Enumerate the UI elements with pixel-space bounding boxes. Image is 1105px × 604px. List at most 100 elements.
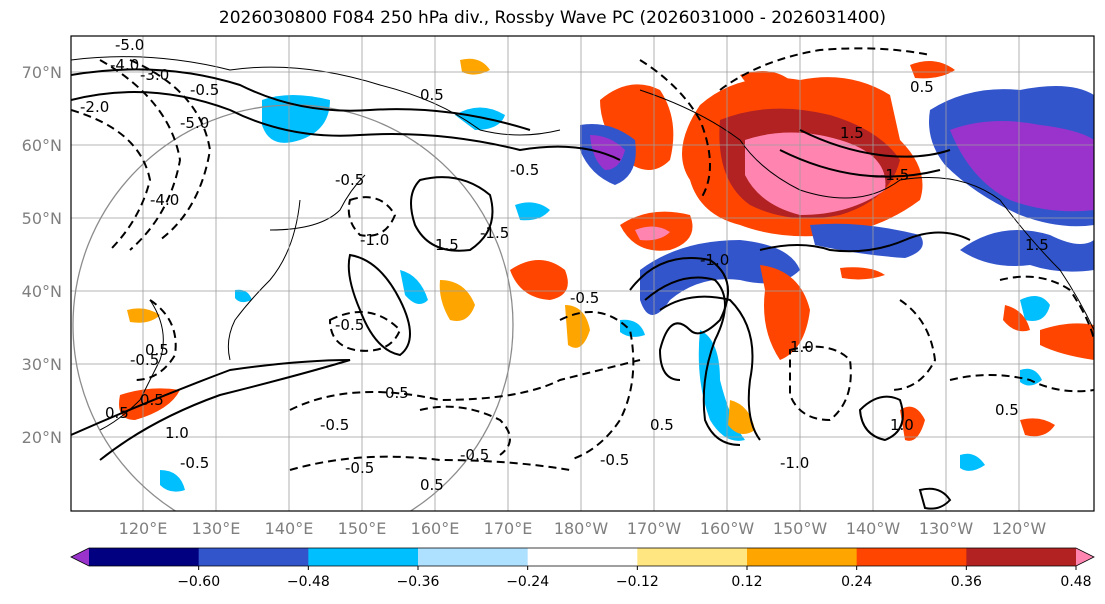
- contour-negative: [789, 345, 852, 422]
- contour-label: -0.5: [600, 451, 629, 469]
- coastline-kurils: [269, 174, 366, 231]
- colorbar-tick-label: 0.24: [841, 574, 872, 590]
- colorbar-ticks: [198, 566, 1077, 570]
- shade-negative: [810, 223, 923, 258]
- contour-label: -0.5: [320, 416, 349, 434]
- contour-negative: [889, 299, 937, 391]
- shade-positive: [565, 305, 590, 348]
- shade-negative: [262, 95, 330, 143]
- shade-positive: [439, 280, 475, 321]
- shade-negative: [1020, 368, 1042, 386]
- contour-label: -0.5: [460, 446, 489, 464]
- contour-positive: [629, 257, 729, 381]
- colorbar-segment: [637, 548, 748, 566]
- colorbar-segment: [198, 548, 309, 566]
- contour-label: 0.5: [145, 341, 169, 359]
- shade-negative: [620, 319, 645, 337]
- contour-label: -0.5: [180, 454, 209, 472]
- contour-negative: [134, 299, 177, 381]
- shade-negative: [960, 230, 1094, 272]
- contour-label: 0.5: [995, 401, 1019, 419]
- shade-positive: [1040, 323, 1094, 360]
- colorbar-segments: [70, 547, 1095, 567]
- shade-negative: [1020, 296, 1050, 321]
- contour-label: 0.5: [650, 416, 674, 434]
- colorbar-segment: [747, 548, 858, 566]
- lon-label: 160°W: [700, 519, 755, 538]
- contour-positive: [858, 395, 904, 442]
- shade-positive: [900, 406, 925, 441]
- contour-negative: [289, 455, 571, 471]
- shade-negative: [515, 202, 550, 221]
- colorbar-tick-label: 0.36: [951, 574, 982, 590]
- contour-label: -5.0: [180, 114, 209, 132]
- colorbar: −0.60 −0.48 −0.36 −0.24 −0.12 0.12 0.24 0.36 0.4…: [70, 547, 1095, 590]
- lon-label: 140°E: [265, 519, 314, 538]
- colorbar-outline: [70, 547, 1095, 567]
- shade-negative: [590, 135, 625, 170]
- lon-label: 160°E: [411, 519, 460, 538]
- contour-label: 0.5: [105, 404, 129, 422]
- colorbar-tick-label: −0.48: [287, 574, 330, 590]
- contour-label: 1.5: [1025, 236, 1049, 254]
- shade-positive: [510, 260, 568, 300]
- contour-positive: [779, 149, 941, 178]
- lon-label: 120°E: [119, 519, 168, 538]
- shade-negative: [400, 270, 428, 304]
- contour-label: 1.0: [790, 338, 814, 356]
- lon-label: 150°W: [773, 519, 828, 538]
- contour-label: 1.0: [165, 424, 189, 442]
- shade-negative: [960, 453, 985, 471]
- contour-positive: [799, 129, 951, 158]
- contour-label: 0.5: [910, 78, 934, 96]
- lat-label: 70°N: [22, 63, 62, 82]
- lon-label: 150°E: [338, 519, 387, 538]
- contour-negative: [559, 311, 635, 461]
- colorbar-tick-label: −0.36: [397, 574, 440, 590]
- contour-label: -1.0: [360, 231, 389, 249]
- contour-label: -1.5: [480, 224, 509, 242]
- colorbar-tick-label: 0.48: [1060, 574, 1091, 590]
- colorbar-segment: [89, 548, 200, 566]
- contour-positive: [71, 68, 531, 131]
- shade-positive: [635, 226, 670, 241]
- shade-positive: [127, 308, 160, 323]
- shade-positive: [728, 400, 755, 434]
- negative-contours: [71, 47, 1094, 471]
- coastline-alaska: [639, 89, 1094, 331]
- contour-negative: [129, 59, 212, 241]
- shade-negative: [455, 107, 505, 130]
- lat-label: 20°N: [22, 428, 62, 447]
- shade-positive: [760, 265, 810, 360]
- lon-label: 120°W: [992, 519, 1047, 538]
- colorbar-segment: [856, 548, 967, 566]
- colorbar-segment: [966, 548, 1077, 566]
- contour-negative: [999, 275, 1094, 341]
- contour-label: -1.0: [780, 454, 809, 472]
- colorbar-extend-high: [1076, 548, 1094, 566]
- contour-label: -5.0: [115, 36, 144, 54]
- shade-positive: [1003, 305, 1030, 332]
- contour-label: 1.0: [890, 416, 914, 434]
- colorbar-segment: [527, 548, 638, 566]
- contour-positive: [410, 176, 494, 252]
- contour-label: -1.5: [880, 166, 909, 184]
- colorbar-tick-label: −0.12: [616, 574, 659, 590]
- map-frame: [70, 35, 1095, 512]
- lat-label: 30°N: [22, 355, 62, 374]
- colorbar-tick-labels: −0.60 −0.48 −0.36 −0.24 −0.12 0.12 0.24 0.36 0.4…: [177, 574, 1091, 590]
- contour-label: -1.0: [700, 251, 729, 269]
- coastline-japan: [227, 199, 301, 361]
- contour-label: -0.5: [335, 316, 364, 334]
- contour-label: -0.5: [335, 171, 364, 189]
- contour-negative: [949, 374, 1094, 393]
- contour-negative: [719, 47, 931, 91]
- contour-label: -0.5: [570, 289, 599, 307]
- map-title: 2026030800 F084 250 hPa div., Rossby Wav…: [218, 8, 887, 28]
- contour-label: -0.5: [130, 351, 159, 369]
- contour-label: -2.0: [80, 98, 109, 116]
- contour-positive: [644, 276, 741, 446]
- contour-negative: [639, 59, 711, 201]
- lat-label: 60°N: [22, 136, 62, 155]
- contour-positive: [71, 359, 351, 461]
